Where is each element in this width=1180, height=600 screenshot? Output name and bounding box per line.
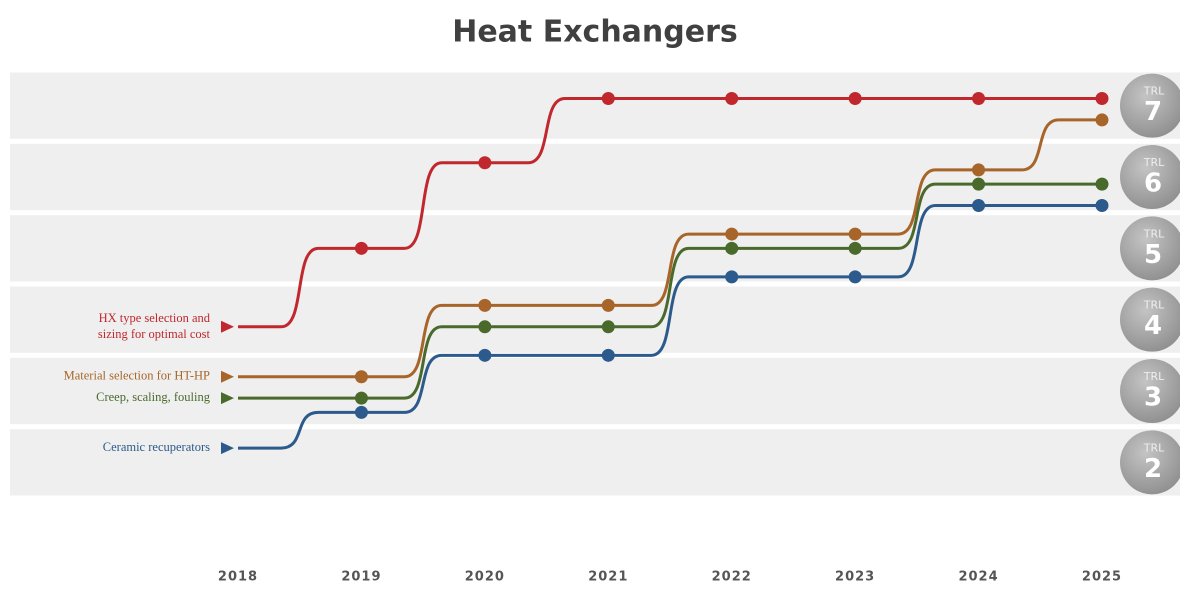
y-tick-label: 6	[1144, 169, 1162, 199]
point	[972, 163, 986, 177]
series-line	[238, 182, 1102, 400]
point	[725, 241, 739, 255]
series-line	[238, 204, 1102, 450]
trl-badge	[1120, 216, 1180, 281]
legend-label: Material selection for HT-HP	[64, 369, 210, 383]
point	[972, 177, 986, 191]
start-marker	[221, 392, 234, 405]
y-tick-label: 5	[1144, 240, 1162, 270]
point	[354, 405, 368, 419]
point	[601, 320, 615, 334]
point	[848, 227, 862, 241]
trl-prefix: TRL	[1143, 299, 1165, 312]
trl-prefix: TRL	[1143, 156, 1165, 169]
point	[848, 92, 862, 106]
trl-band	[10, 286, 1180, 353]
trl-badge	[1120, 73, 1180, 138]
trl-band	[10, 429, 1180, 496]
x-tick-label: 2022	[712, 570, 752, 585]
point	[725, 270, 739, 284]
point	[725, 227, 739, 241]
trl-badge	[1120, 145, 1180, 209]
series-line	[238, 97, 1102, 329]
point	[725, 92, 739, 106]
y-tick-label: 7	[1144, 97, 1162, 127]
point	[848, 241, 862, 255]
legend-label: HX type selection and sizing for optimal …	[98, 311, 211, 341]
chart-title: Heat Exchangers	[452, 15, 738, 50]
trl-band	[10, 143, 1180, 211]
series-line	[238, 118, 1102, 379]
y-tick-label: 3	[1144, 383, 1162, 413]
start-marker	[221, 370, 234, 383]
trl-band	[10, 215, 1180, 282]
start-marker	[221, 442, 234, 455]
point	[1095, 177, 1109, 191]
point	[354, 391, 368, 405]
start-marker	[221, 320, 234, 333]
point	[601, 348, 615, 362]
point	[1095, 92, 1109, 106]
trl-prefix: TRL	[1143, 227, 1165, 240]
point	[972, 92, 986, 106]
point	[601, 298, 615, 312]
point	[848, 270, 862, 284]
point	[1095, 113, 1109, 127]
trl-band	[10, 72, 1180, 139]
trl-band	[10, 357, 1180, 425]
point	[478, 320, 492, 334]
trl-badge	[1120, 287, 1180, 352]
x-tick-label: 2025	[1082, 570, 1122, 585]
trl-prefix: TRL	[1143, 85, 1165, 98]
legend-label: Creep, scaling, fouling	[96, 390, 211, 404]
x-tick-label: 2021	[588, 570, 628, 585]
x-tick-label: 2024	[958, 570, 998, 585]
x-tick-label: 2019	[341, 570, 381, 585]
y-tick-label: 2	[1144, 454, 1162, 484]
x-tick-label: 2020	[465, 570, 505, 585]
y-tick-label: 4	[1144, 311, 1162, 341]
trl-badge	[1120, 430, 1180, 495]
trl-prefix: TRL	[1143, 441, 1165, 454]
point	[478, 298, 492, 312]
point	[478, 348, 492, 362]
x-tick-label: 2018	[218, 570, 258, 585]
trl-badge	[1120, 359, 1180, 423]
x-tick-label: 2023	[835, 570, 875, 585]
legend-label: Ceramic recuperators	[103, 440, 210, 454]
point	[972, 199, 986, 213]
point	[354, 370, 368, 384]
point	[354, 241, 368, 255]
point	[478, 156, 492, 170]
point	[1095, 199, 1109, 213]
point	[601, 92, 615, 106]
trl-prefix: TRL	[1143, 370, 1165, 383]
